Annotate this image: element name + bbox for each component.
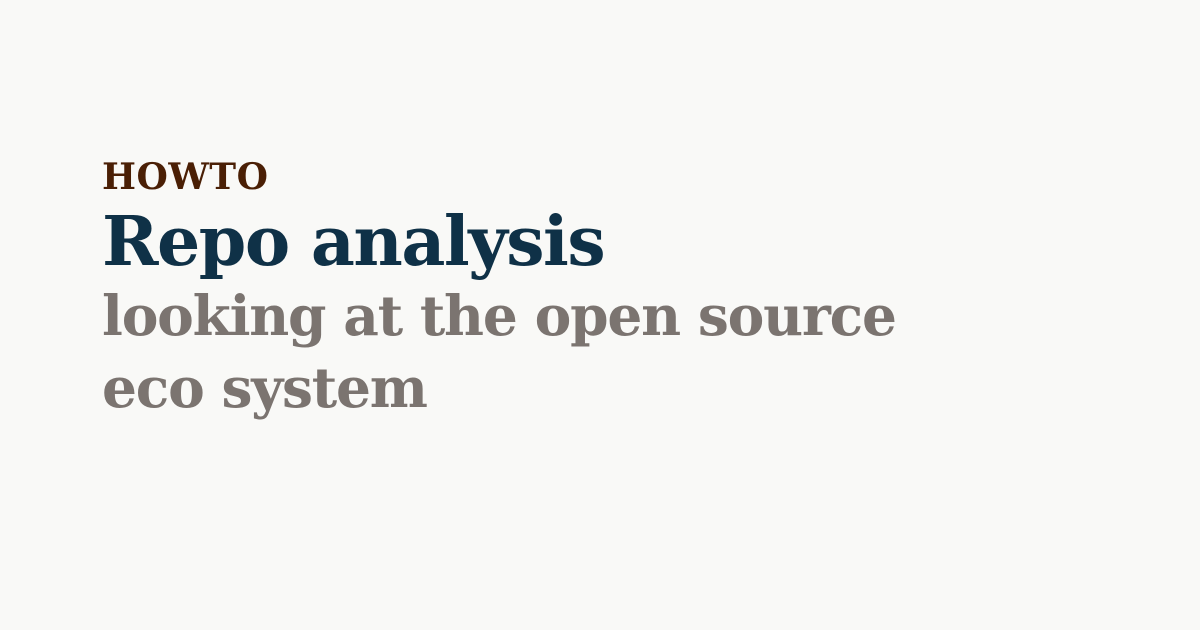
section-label: HOWTO xyxy=(102,156,269,198)
subtitle: looking at the open source eco system xyxy=(102,283,897,420)
page-title: Repo analysis xyxy=(102,202,606,282)
